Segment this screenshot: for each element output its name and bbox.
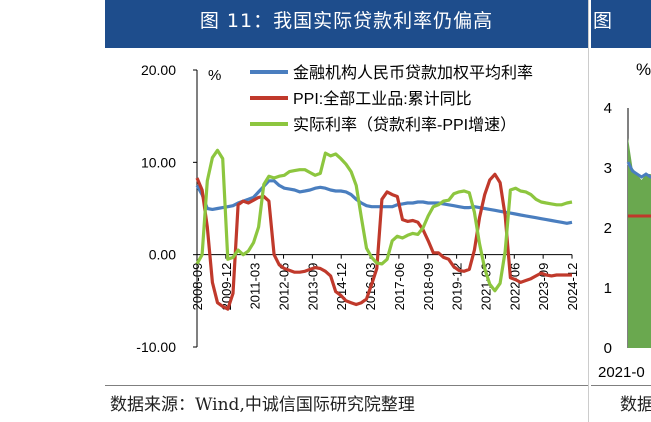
x-tick-label: 2013-09 (305, 263, 320, 311)
series-line-green (195, 148, 573, 293)
x-tick-label: 2009-12 (219, 263, 234, 311)
x-tick-label: 2019-12 (450, 263, 465, 311)
x-tick-label: 2017-06 (392, 263, 407, 311)
left-panel: 图 11：我国实际贷款利率仍偏高 (105, 0, 588, 422)
x-tick-label: 2008-09 (190, 263, 205, 311)
source-divider (105, 385, 588, 386)
source-note: 数据来源：Wind,中诚信国际研究院整理 (110, 395, 415, 415)
right-figure-title: 图 (593, 10, 613, 32)
right-x-tick-label: 2021-0 (598, 364, 645, 381)
x-tick-label: 2012-06 (277, 263, 292, 311)
right-y-tick-label: 2 (604, 220, 612, 237)
right-y-tick-label: 0 (604, 340, 612, 357)
x-tick-label: 2023-09 (536, 263, 551, 311)
figure-title: 图 11：我国实际贷款利率仍偏高 (199, 10, 494, 32)
x-tick-label: 2011-03 (248, 263, 263, 310)
title-bar: 图 11：我国实际贷款利率仍偏高 (105, 0, 588, 48)
legend-label: 金融机构人民币贷款加权平均利率 (293, 64, 533, 82)
right-y-tick-label: 4 (604, 100, 612, 117)
y-tick-label: 0.00 (149, 247, 176, 263)
x-tick-label: 2018-09 (421, 263, 436, 311)
x-tick-label: 2021-03 (478, 263, 493, 311)
y-unit-label: % (208, 67, 221, 84)
y-tick-label: 20.00 (141, 62, 176, 78)
x-tick-label: 2014-12 (334, 263, 349, 311)
legend-label: 实际利率（贷款利率-PPI增速） (293, 116, 516, 134)
right-y-unit-label: % (636, 60, 651, 79)
right-area (628, 138, 651, 348)
right-source-divider (591, 385, 651, 386)
right-title-bar (591, 0, 651, 48)
y-tick-label: 10.00 (141, 154, 176, 170)
x-tick-label: 2024-12 (565, 263, 580, 311)
right-y-tick-label: 1 (604, 280, 612, 297)
right-y-tick-label: 3 (604, 160, 612, 177)
y-tick-label: -10.00 (136, 339, 176, 355)
legend-label: PPI:全部工业品:累计同比 (293, 90, 472, 108)
series-line-red (195, 172, 572, 311)
panel-divider (588, 0, 589, 422)
right-source-note: 数据 (620, 395, 651, 415)
